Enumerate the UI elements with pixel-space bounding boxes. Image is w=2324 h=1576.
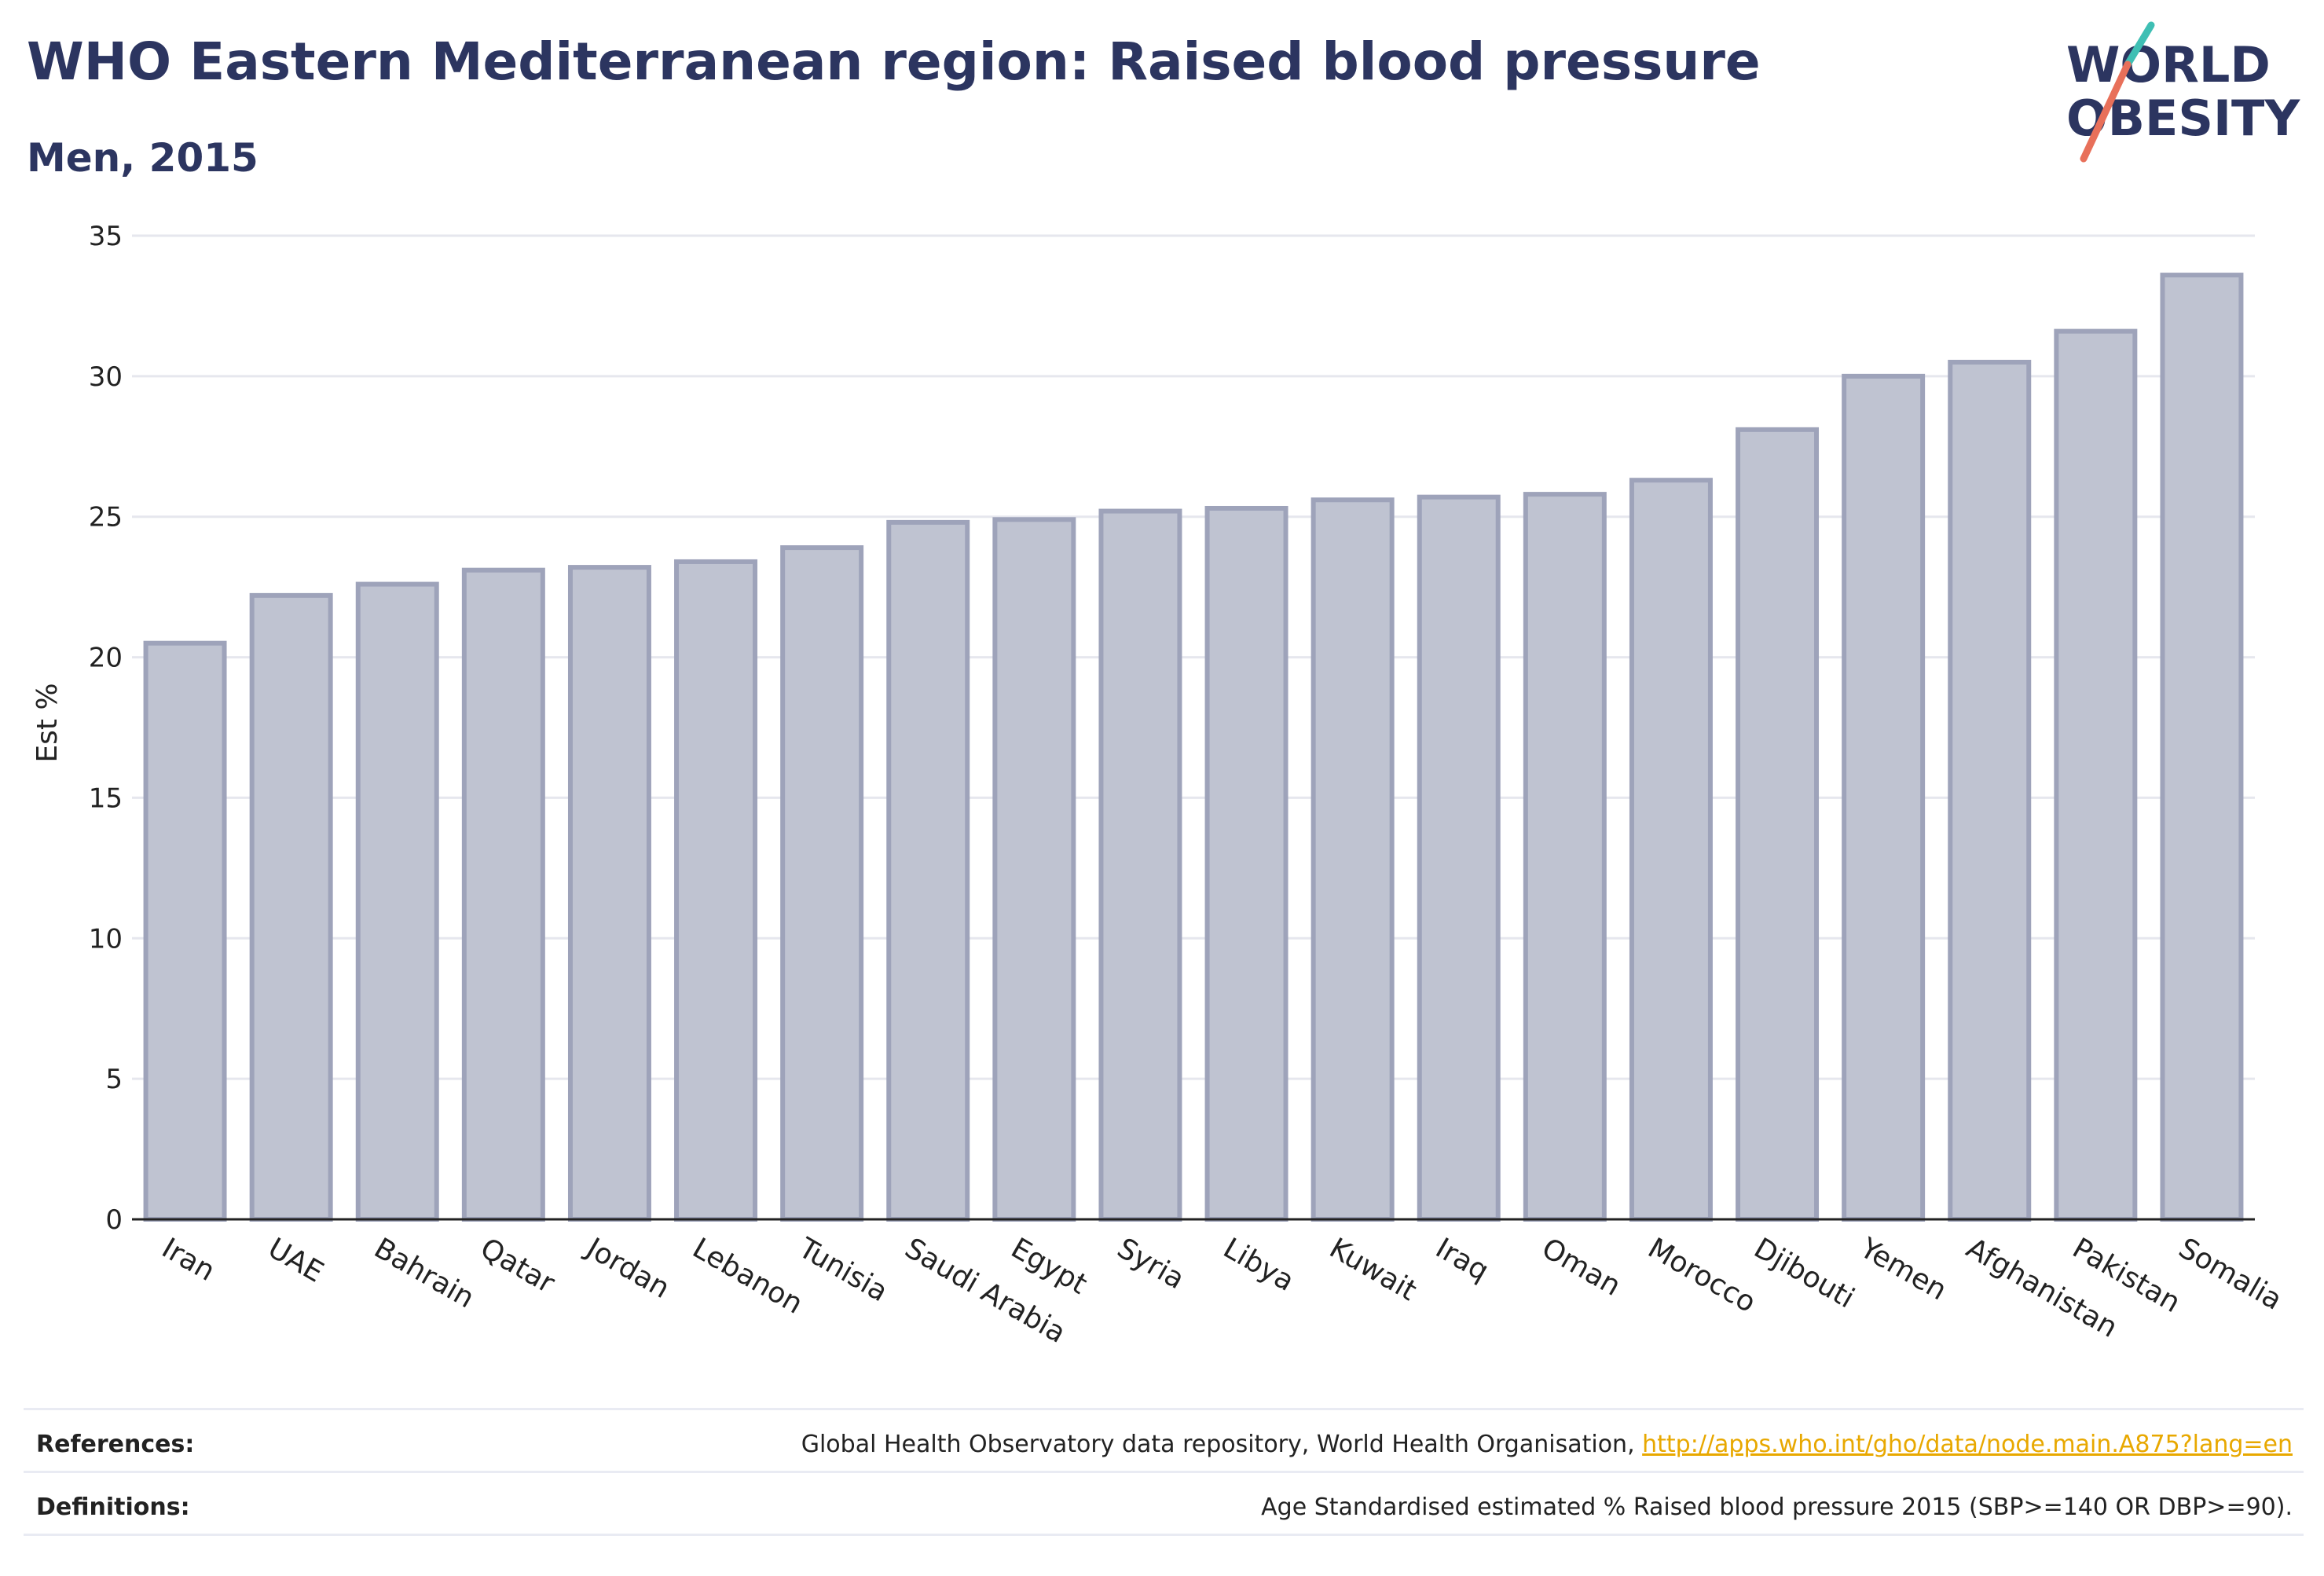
logo-slash-top: [2124, 21, 2155, 68]
y-tick-label: 15: [89, 783, 123, 814]
y-tick-label: 35: [89, 221, 123, 252]
bar-djibouti[interactable]: [1736, 427, 1820, 1222]
x-tick-label: Jordan: [580, 1231, 675, 1305]
definitions-value: Age Standardised estimated % Raised bloo…: [1261, 1494, 2293, 1521]
references-link[interactable]: http://apps.who.int/gho/data/node.main.A…: [1642, 1431, 2293, 1458]
bar-syria[interactable]: [1098, 508, 1182, 1222]
references-row: References: Global Health Observatory da…: [24, 1408, 2304, 1473]
bar-egypt[interactable]: [992, 517, 1076, 1222]
references-value: Global Health Observatory data repositor…: [801, 1431, 2293, 1458]
x-tick-label: Bahrain: [368, 1232, 479, 1314]
page-title: WHO Eastern Mediterranean region: Raised…: [27, 31, 1761, 92]
x-tick-label: Somalia: [2173, 1232, 2287, 1317]
footer-divider: [24, 1534, 2304, 1536]
y-tick-label: 10: [89, 923, 123, 955]
bar-kuwait[interactable]: [1310, 497, 1395, 1222]
x-tick-label: Oman: [1536, 1232, 1626, 1303]
bar-iran[interactable]: [143, 640, 227, 1222]
definitions-label: Definitions:: [36, 1494, 190, 1521]
y-tick-label: 0: [105, 1204, 123, 1236]
x-tick-label: UAE: [262, 1232, 328, 1288]
x-tick-label: Morocco: [1642, 1232, 1761, 1319]
world-obesity-logo: WORLD OBESITY: [2066, 21, 2300, 163]
bars: [143, 273, 2244, 1222]
y-tick-label: 5: [105, 1064, 123, 1095]
logo-text-world: WORLD: [2066, 36, 2271, 93]
x-tick-label: Kuwait: [1324, 1232, 1422, 1307]
definitions-row: Definitions: Age Standardised estimated …: [24, 1471, 2304, 1536]
y-tick-label: 30: [89, 361, 123, 393]
y-tick-label: 25: [89, 502, 123, 533]
bar-lebanon[interactable]: [674, 559, 758, 1222]
bar-somalia[interactable]: [2160, 273, 2244, 1222]
bar-tunisia[interactable]: [780, 545, 864, 1222]
y-axis-label: Est %: [31, 683, 64, 762]
x-tick-label: Tunisia: [793, 1232, 893, 1308]
grid-lines: [132, 234, 2255, 1080]
bar-afghanistan[interactable]: [1948, 359, 2032, 1222]
x-tick-label: Egypt: [1006, 1232, 1092, 1300]
x-tick-label: Iran: [156, 1232, 220, 1288]
bar-pakistan[interactable]: [2054, 328, 2138, 1222]
x-tick-label: Libya: [1218, 1232, 1299, 1298]
x-tick-label: Qatar: [475, 1232, 559, 1299]
x-tick-label: Syria: [1112, 1232, 1189, 1296]
x-tick-label: Iraq: [1430, 1232, 1494, 1288]
bar-iraq[interactable]: [1417, 494, 1501, 1222]
bar-yemen[interactable]: [1842, 373, 1926, 1222]
page-subtitle: Men, 2015: [27, 135, 258, 181]
references-label: References:: [36, 1431, 195, 1458]
x-tick-label: Yemen: [1854, 1232, 1952, 1307]
x-tick-label: Lebanon: [687, 1232, 808, 1321]
bar-libya[interactable]: [1204, 505, 1288, 1222]
bar-morocco[interactable]: [1629, 478, 1713, 1222]
x-tick-label: Djibouti: [1749, 1232, 1860, 1314]
logo-slash-bottom: [2080, 60, 2132, 163]
y-tick-label: 20: [89, 643, 123, 674]
references-text: Global Health Observatory data repositor…: [801, 1431, 1643, 1458]
bar-jordan[interactable]: [567, 565, 651, 1222]
bar-uae[interactable]: [249, 592, 333, 1222]
bar-qatar[interactable]: [461, 567, 545, 1222]
bar-bahrain[interactable]: [355, 581, 439, 1222]
bar-oman[interactable]: [1523, 492, 1607, 1222]
bar-saudi-arabia[interactable]: [886, 519, 970, 1222]
